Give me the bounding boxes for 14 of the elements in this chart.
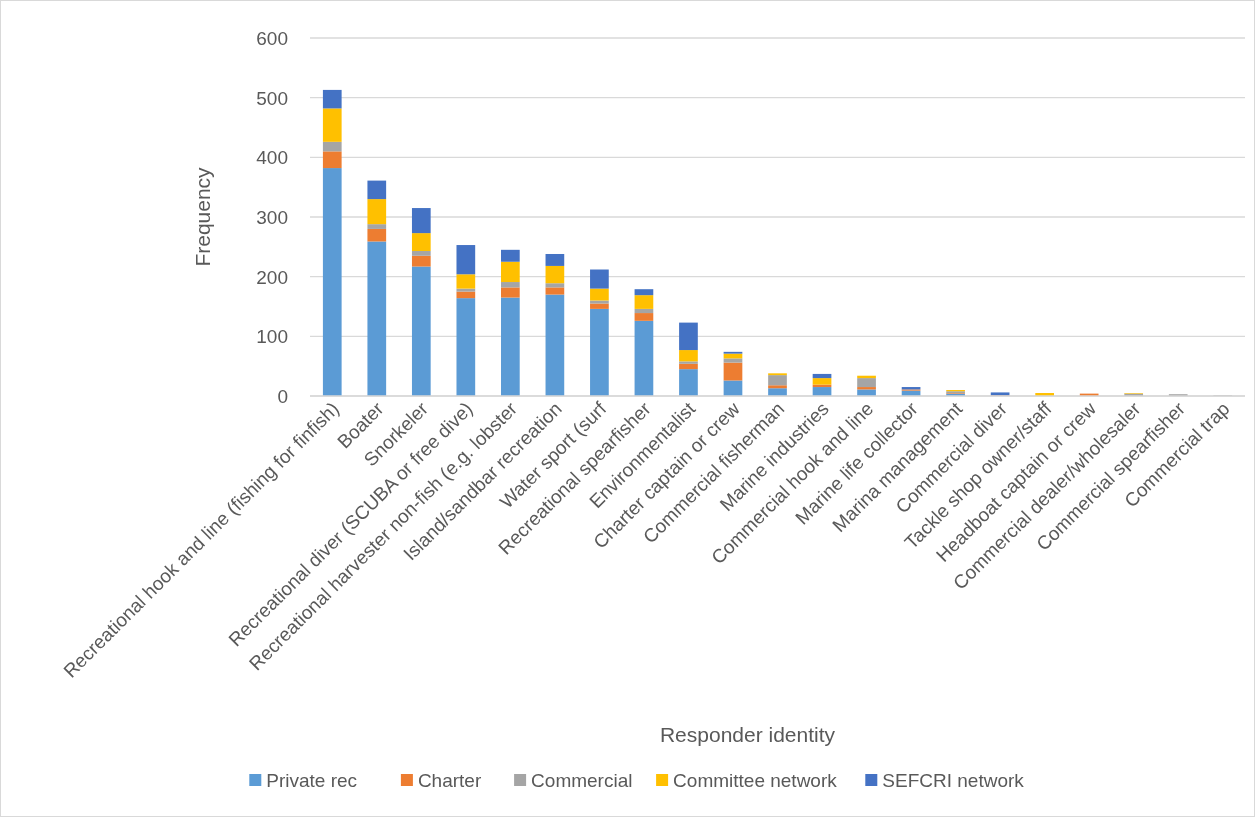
x-axis-title: Responder identity (659, 723, 836, 746)
legend-label: Private rec (266, 770, 358, 791)
y-tick-label: 500 (256, 87, 288, 109)
legend-label: SEFCRI network (882, 770, 1025, 791)
y-tick-label: 0 (277, 386, 288, 407)
y-tick-label: 100 (256, 326, 288, 348)
legend-label: Committee network (673, 770, 838, 791)
y-axis-title: Frequency (191, 166, 214, 267)
legend-label: Charter (417, 770, 482, 791)
y-tick-label: 300 (256, 207, 288, 228)
y-tick-label: 600 (256, 28, 288, 49)
legend-label: Commercial (531, 770, 633, 791)
y-tick-label: 200 (256, 266, 288, 288)
y-tick-label: 400 (256, 147, 288, 169)
